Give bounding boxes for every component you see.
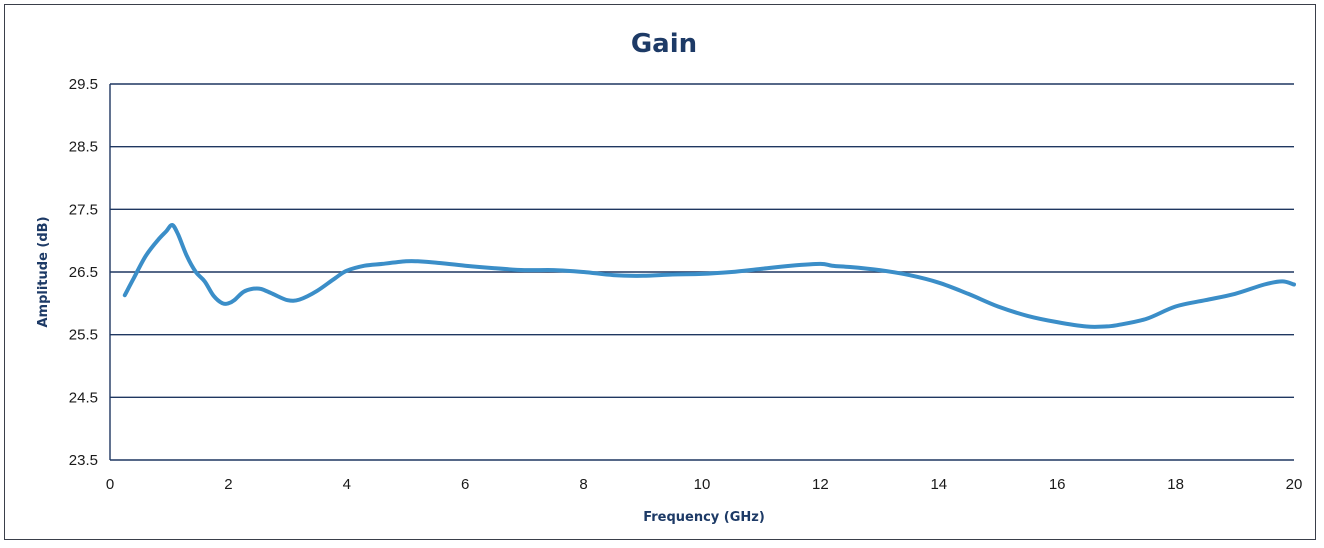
series-line-gain (122, 222, 1296, 329)
x-tick-label: 6 (461, 476, 469, 493)
gridlines (110, 83, 1294, 461)
x-tick-labels: 0 2 4 6 8 10 12 14 16 18 20 (106, 476, 1303, 493)
y-axis-label: Amplitude (dB) (36, 216, 51, 327)
x-axis-label: Frequency (GHz) (643, 510, 765, 525)
y-tick-label: 28.5 (69, 139, 98, 156)
x-tick-label: 18 (1167, 476, 1184, 493)
y-tick-label: 23.5 (69, 452, 98, 469)
x-tick-label: 8 (579, 476, 587, 493)
y-tick-label: 27.5 (69, 201, 98, 218)
x-tick-label: 12 (812, 476, 829, 493)
y-tick-label: 25.5 (69, 327, 98, 344)
x-tick-label: 4 (343, 476, 351, 493)
y-tick-label: 29.5 (69, 76, 98, 93)
x-tick-label: 16 (1049, 476, 1066, 493)
x-tick-label: 10 (694, 476, 711, 493)
chart-title: Gain (631, 29, 697, 59)
x-tick-label: 2 (224, 476, 232, 493)
x-tick-label: 20 (1286, 476, 1303, 493)
y-tick-labels: 23.5 24.5 25.5 26.5 27.5 28.5 29.5 (69, 76, 98, 469)
x-tick-label: 14 (930, 476, 947, 493)
y-tick-label: 24.5 (69, 389, 98, 406)
y-tick-label: 26.5 (69, 264, 98, 281)
x-tick-label: 0 (106, 476, 114, 493)
